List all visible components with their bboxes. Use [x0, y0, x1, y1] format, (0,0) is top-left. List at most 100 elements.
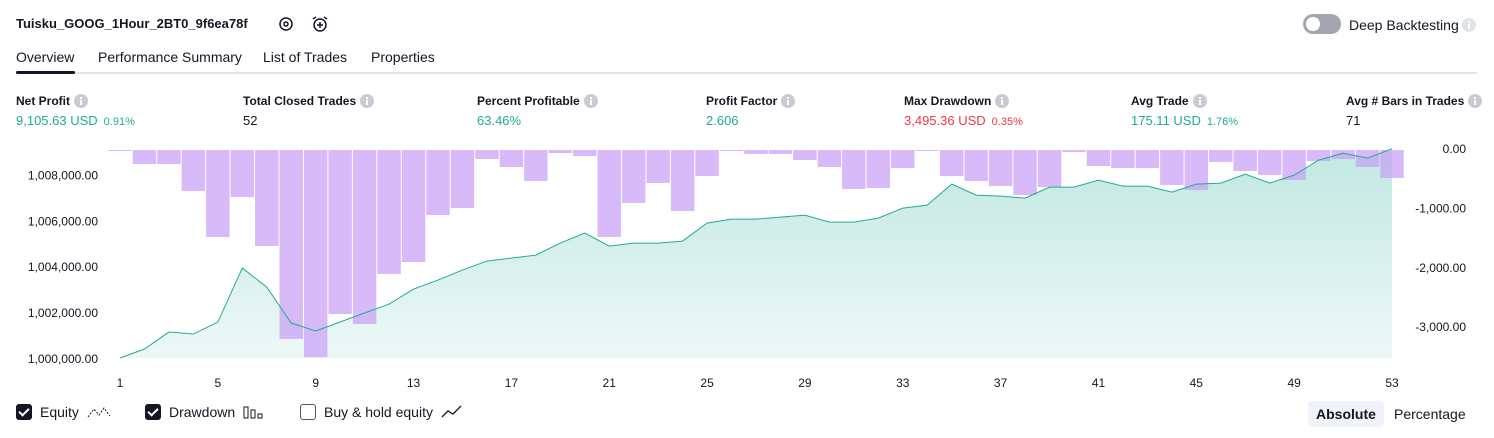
- legend-label: Drawdown: [169, 404, 236, 420]
- tab-divider: [16, 72, 1477, 74]
- toggle-label: Deep Backtesting: [1349, 17, 1459, 33]
- checkbox[interactable]: [16, 404, 32, 420]
- legend-icon: [243, 405, 265, 419]
- help-icon[interactable]: [1462, 18, 1476, 32]
- metric-value-text: 52: [243, 113, 258, 128]
- drawdown-bar: [695, 150, 719, 177]
- x-tick-label: 1: [117, 376, 124, 390]
- metric-value: 71: [1346, 113, 1360, 128]
- deep-backtesting-toggle[interactable]: [1303, 14, 1341, 34]
- metric-value: 9,105.63 USD 0.91%: [16, 113, 135, 128]
- info-icon[interactable]: [1468, 94, 1483, 108]
- legend-icon: [441, 405, 463, 419]
- info-icon[interactable]: [74, 94, 88, 108]
- checkbox[interactable]: [300, 404, 316, 420]
- y2-tick-label: 0.00: [1443, 142, 1467, 156]
- y-tick-label: 1,008,000.00: [28, 168, 98, 182]
- info-icon[interactable]: [1192, 94, 1207, 108]
- metric-label: Net Profit: [16, 94, 88, 108]
- info-icon[interactable]: [995, 94, 1010, 108]
- drawdown-bar: [450, 150, 475, 208]
- legend-label: Buy & hold equity: [324, 404, 433, 420]
- drawdown-bar: [988, 150, 1013, 186]
- legend-icon: [87, 405, 111, 419]
- drawdown-bar: [1013, 150, 1037, 196]
- tab-underline: [16, 71, 75, 74]
- legend-item[interactable]: Equity: [16, 404, 111, 420]
- drawdown-bar: [1306, 150, 1331, 162]
- drawdown-bar: [524, 150, 548, 182]
- drawdown-bar: [352, 150, 377, 324]
- info-icon[interactable]: [360, 94, 375, 108]
- drawdown-bar: [866, 150, 891, 189]
- drawdown-bar: [817, 150, 842, 168]
- metric-label: Avg Trade: [1131, 94, 1207, 108]
- metric-value: 63.46%: [477, 113, 521, 128]
- view-mode-button[interactable]: Absolute: [1308, 401, 1384, 427]
- info-icon[interactable]: [583, 94, 598, 108]
- drawdown-bar: [303, 150, 328, 358]
- info-icon[interactable]: [781, 94, 796, 108]
- drawdown-bar: [426, 150, 450, 215]
- metric-label: Percent Profitable: [477, 94, 598, 108]
- drawdown-bar: [108, 150, 132, 152]
- drawdown-bar: [1135, 150, 1160, 169]
- metric-value: 2.606: [706, 113, 739, 128]
- strategy-title: Tuisku_GOOG_1Hour_2BT0_9f6ea78f: [16, 16, 248, 31]
- metric-label-text: Total Closed Trades: [243, 94, 357, 108]
- metric-value-text: 2.606: [706, 113, 739, 128]
- drawdown-bar: [1037, 150, 1062, 187]
- tab[interactable]: Properties: [371, 49, 435, 65]
- y2-tick-label: -3,000.00: [1415, 320, 1466, 334]
- drawdown-bar: [1331, 150, 1355, 160]
- metric-label-text: Avg # Bars in Trades: [1346, 94, 1465, 108]
- x-tick-label: 25: [700, 376, 714, 390]
- metric-label-text: Profit Factor: [706, 94, 778, 108]
- drawdown-bar: [573, 150, 597, 156]
- legend-label: Equity: [40, 404, 79, 420]
- x-tick-label: 41: [1092, 376, 1106, 390]
- y2-tick-label: -2,000.00: [1415, 261, 1466, 275]
- drawdown-bar: [157, 150, 181, 164]
- y2-tick-label: -1,000.00: [1415, 201, 1466, 215]
- metric-label: Profit Factor: [706, 94, 796, 108]
- drawdown-bar: [1380, 150, 1404, 178]
- drawdown-bar: [181, 150, 206, 191]
- metric-label: Avg # Bars in Trades: [1346, 94, 1483, 108]
- y-tick-label: 1,006,000.00: [28, 214, 98, 228]
- chart: 1,000,000.00 1,002,000.00 1,004,000.00 1,00…: [28, 142, 1467, 390]
- view-mode-button[interactable]: Percentage: [1394, 406, 1466, 422]
- x-tick-label: 49: [1287, 376, 1301, 390]
- tab[interactable]: Overview: [16, 49, 75, 65]
- drawdown-bar: [646, 150, 670, 184]
- drawdown-bar: [1111, 150, 1135, 169]
- metric-percent: 0.91%: [103, 116, 135, 128]
- drawdown-bar: [1184, 150, 1209, 191]
- drawdown-bar: [768, 150, 793, 154]
- metric-label-text: Avg Trade: [1131, 94, 1189, 108]
- legend-item[interactable]: Drawdown: [145, 404, 265, 420]
- x-tick-label: 29: [798, 376, 812, 390]
- drawdown-bar: [230, 150, 255, 198]
- x-tick-label: 45: [1190, 376, 1204, 390]
- drawdown-bar: [499, 150, 524, 168]
- metric-value-text: 175.11 USD: [1131, 113, 1201, 128]
- tab[interactable]: List of Trades: [263, 49, 348, 65]
- x-tick-label: 13: [407, 376, 421, 390]
- legend-item[interactable]: Buy & hold equity: [300, 404, 463, 420]
- drawdown-bar: [964, 150, 988, 182]
- drawdown-bar: [793, 150, 817, 161]
- drawdown-bar: [621, 150, 646, 204]
- x-tick-label: 5: [215, 376, 222, 390]
- drawdown-bar: [719, 150, 744, 152]
- drawdown-bar: [328, 150, 352, 315]
- y-tick-label: 1,002,000.00: [28, 306, 98, 320]
- metric-label-text: Net Profit: [16, 94, 70, 108]
- checkbox[interactable]: [145, 404, 161, 420]
- metric-label: Total Closed Trades: [243, 94, 375, 108]
- metric-label: Max Drawdown: [904, 94, 1010, 108]
- tab[interactable]: Performance Summary: [98, 49, 242, 65]
- title-icons[interactable]: [276, 14, 336, 34]
- x-tick-label: 37: [994, 376, 1008, 390]
- drawdown-bar: [1062, 150, 1086, 153]
